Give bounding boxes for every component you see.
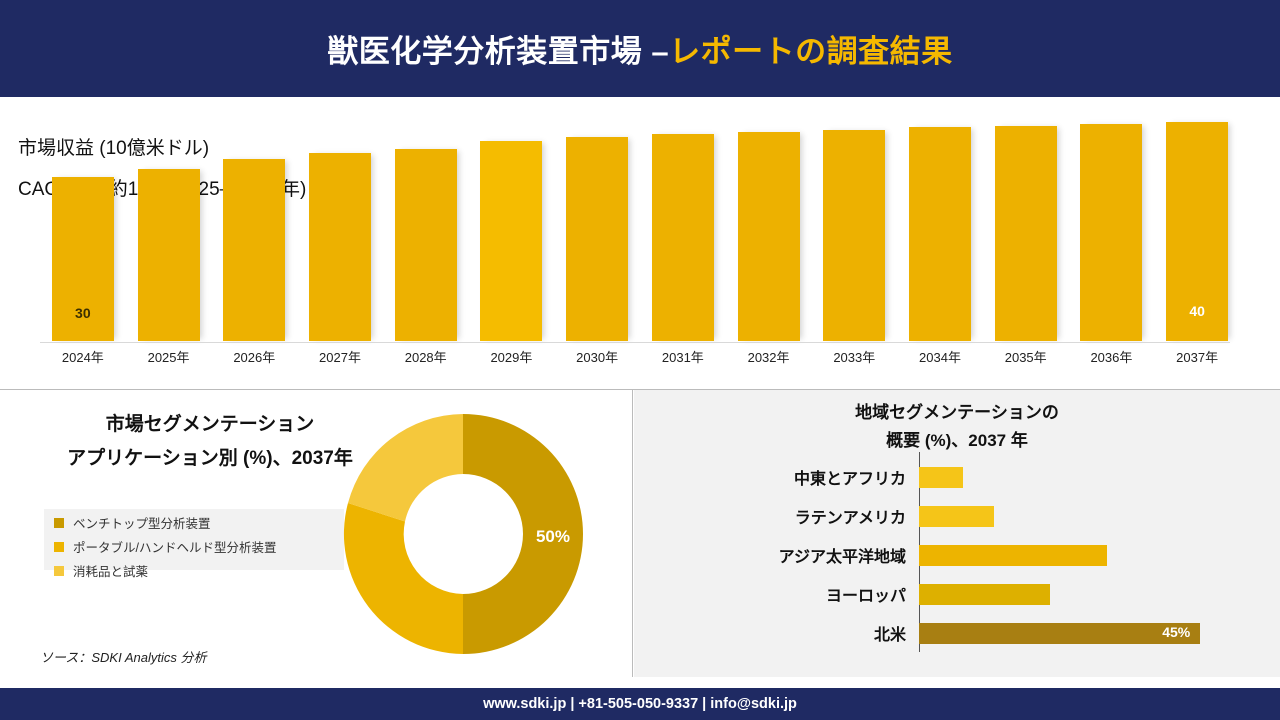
revenue-chart-panel: 市場収益 (10億米ドル) CAGR％ - 約13% (2025―2037年) … [0, 101, 1280, 390]
revenue-axis-label: 市場収益 (10億米ドル) [18, 138, 210, 159]
revenue-x-label: 2024年 [61, 350, 104, 365]
regional-bar-rect [919, 466, 963, 488]
regional-bar-rect [919, 544, 1107, 566]
revenue-bar-rect [480, 141, 543, 341]
page-title-accent: レポートの調査結果 [669, 34, 953, 69]
revenue-x-label: 2028年 [404, 350, 447, 365]
revenue-bar-rect [1166, 121, 1229, 341]
revenue-bar: 40 [1166, 121, 1229, 341]
regional-segmentation-panel: 地域セグメンテーションの 概要 (%)、2037 年 中東とアフリカ ラテンアメリ… [634, 390, 1280, 677]
revenue-bar [480, 141, 543, 341]
page-title-main: 獣医化学分析装置市場 – [327, 34, 670, 69]
legend-item: ベンチトップ型分析装置 [54, 513, 344, 532]
footer-contact: www.sdki.jp | +81-505-050-9337 | info@sd… [483, 696, 797, 712]
page-header: 獣医化学分析装置市場 –レポートの調査結果 [0, 0, 1280, 97]
revenue-axis-line [40, 342, 1230, 343]
regional-bar-label: 中東とアフリカ [793, 471, 906, 488]
legend-item-label: ポータブル/ハンドヘルド型分析装置 [73, 541, 277, 555]
revenue-bar: 30 [51, 176, 114, 341]
regional-bar-label: ヨーロッパ [825, 588, 906, 605]
revenue-bar [394, 148, 457, 341]
donut-slice-portable [343, 503, 463, 654]
revenue-x-label: 2029年 [490, 350, 533, 365]
revenue-x-label: 2037年 [1176, 350, 1219, 365]
revenue-bar-value: 30 [75, 305, 91, 321]
revenue-bar [909, 127, 971, 341]
legend-swatch-icon [54, 517, 64, 528]
revenue-x-label: 2036年 [1090, 350, 1133, 365]
legend-item-label: 消耗品と試薬 [73, 565, 149, 579]
revenue-bar-rect [909, 127, 971, 341]
regional-segmentation-title: 地域セグメンテーションの 概要 (%)、2037 年 [634, 399, 1280, 455]
revenue-bar [1080, 123, 1143, 341]
revenue-x-label: 2031年 [661, 350, 704, 365]
page-footer: www.sdki.jp | +81-505-050-9337 | info@sd… [0, 688, 1280, 720]
revenue-bar [137, 168, 200, 341]
revenue-bar-rect [223, 159, 286, 341]
revenue-x-axis-labels: 2024年 2025年 2026年 2027年 2028年 2029年 2030年 2031年… [40, 347, 1240, 371]
revenue-bar-rect [994, 125, 1057, 341]
revenue-bar-rect [651, 134, 714, 341]
revenue-bar-rect [309, 152, 371, 341]
regional-bar-value: 45% [1162, 623, 1191, 640]
donut-value-label: 50% [535, 527, 570, 546]
revenue-bar-rect [394, 148, 457, 341]
revenue-x-label: 2035年 [1004, 350, 1047, 365]
revenue-bar [737, 131, 800, 341]
revenue-bar-rect [137, 168, 200, 341]
revenue-x-label: 2033年 [833, 350, 876, 365]
revenue-bar-value: 40 [1189, 303, 1205, 319]
revenue-bar-rect [51, 176, 114, 341]
regional-bar-rect: 45% [919, 622, 1201, 644]
revenue-bar-rect [1080, 123, 1143, 341]
regional-bar-rect [919, 505, 994, 527]
regional-bar-row: ヨーロッパ [634, 579, 1280, 609]
revenue-bar [223, 159, 286, 341]
legend-item: 消耗品と試薬 [54, 561, 344, 580]
revenue-bar [823, 129, 886, 341]
revenue-x-label: 2026年 [233, 350, 276, 365]
regional-bar-row: ラテンアメリカ [634, 501, 1280, 531]
regional-bar-row: 中東とアフリカ [634, 462, 1280, 492]
donut-slice-consumables [348, 414, 463, 522]
donut-svg [343, 414, 583, 654]
revenue-bar-rect [566, 137, 629, 341]
regional-bar-row: 北米 45% [634, 618, 1280, 648]
regional-bar-label: ラテンアメリカ [794, 510, 906, 527]
revenue-x-label: 2032年 [747, 350, 790, 365]
source-note: ソース：SDKI Analytics 分析 [40, 650, 207, 665]
revenue-bar [566, 137, 629, 341]
donut-slice-benchtop [463, 414, 583, 654]
regional-bar-label: アジア太平洋地域 [778, 549, 906, 566]
legend-swatch-icon [54, 541, 64, 552]
legend-item: ポータブル/ハンドヘルド型分析装置 [54, 537, 344, 556]
application-donut-chart: 50% [332, 403, 594, 665]
page-title: 獣医化学分析装置市場 –レポートの調査結果 [327, 26, 952, 71]
revenue-x-label: 2025年 [147, 350, 190, 365]
application-title-line1: 市場セグメンテーション [105, 414, 315, 435]
regional-title-line2: 概要 (%)、2037 年 [886, 431, 1028, 450]
revenue-bar-rect [737, 131, 800, 341]
regional-bars: 中東とアフリカ ラテンアメリカアジア太平洋地域ヨーロッパ北米 45% [634, 462, 1280, 657]
revenue-bar [651, 134, 714, 341]
revenue-bar [994, 125, 1057, 341]
regional-bar-label: 北米 [873, 627, 906, 644]
legend-swatch-icon [54, 565, 64, 576]
revenue-bars: 30 40 [40, 111, 1240, 341]
revenue-x-label: 2030年 [576, 350, 619, 365]
application-legend: ベンチトップ型分析装置ポータブル/ハンドヘルド型分析装置 消耗品と試薬 [44, 509, 344, 579]
application-segmentation-title: 市場セグメンテーション アプリケーション別 (%)、2037年 [0, 408, 420, 476]
revenue-x-label: 2034年 [919, 350, 961, 365]
legend-item-label: ベンチトップ型分析装置 [73, 517, 211, 531]
application-segmentation-panel: 市場セグメンテーション アプリケーション別 (%)、2037年 ベンチトップ型分… [0, 390, 633, 677]
regional-bar-row: アジア太平洋地域 [634, 540, 1280, 570]
regional-bar-rect [919, 583, 1051, 605]
regional-title-line1: 地域セグメンテーションの [855, 403, 1059, 422]
application-title-line2: アプリケーション別 (%)、2037年 [67, 448, 353, 469]
revenue-bar [309, 152, 371, 341]
revenue-x-label: 2027年 [319, 350, 361, 365]
revenue-bar-rect [823, 129, 886, 341]
